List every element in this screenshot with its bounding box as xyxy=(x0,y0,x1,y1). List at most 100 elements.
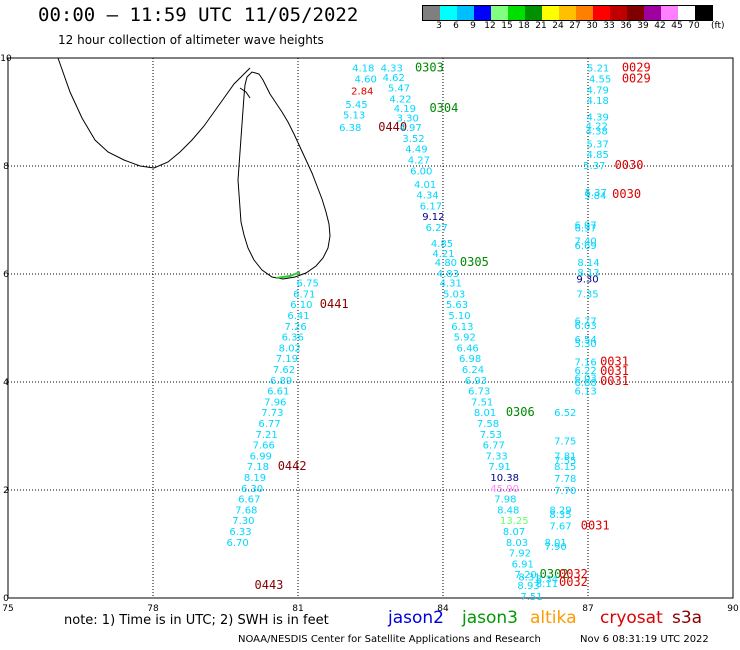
wave-height-label: 6.89 xyxy=(270,376,292,387)
y-tick-label: 10 xyxy=(0,54,12,64)
wave-height-label: 7.92 xyxy=(509,549,531,560)
sri-lanka-coastline xyxy=(57,57,331,280)
wave-height-label: 6.03 xyxy=(574,374,596,385)
wave-height-label: 6.13 xyxy=(574,387,596,398)
wave-height-label: 4.49 xyxy=(405,145,427,156)
wave-height-label: 4.01 xyxy=(414,180,436,191)
wave-height-label: 4.85 xyxy=(431,239,453,250)
pass-time-label: 0030 xyxy=(612,187,641,201)
scale-label: 27 xyxy=(569,21,581,31)
wave-height-label: 7.55 xyxy=(554,456,576,467)
wave-height-label: 6.24 xyxy=(462,365,484,376)
wave-height-label: 4.31 xyxy=(440,279,462,290)
pass-time-label: 0443 xyxy=(255,578,284,592)
scale-swatch xyxy=(474,6,491,20)
wave-height-label: 7.53 xyxy=(480,430,502,441)
wave-height-label: 6.10 xyxy=(290,300,312,311)
wave-height-label: 7.78 xyxy=(554,474,576,485)
y-tick-label: 8 xyxy=(3,162,9,172)
wave-height-label: 8.35 xyxy=(549,510,571,521)
wave-height-label: 6.38 xyxy=(339,123,361,134)
wave-height-label: 6.75 xyxy=(297,279,319,290)
y-axis-ticks: 10 8 6 4 2 0 xyxy=(0,54,12,604)
palk-strait-islands xyxy=(239,87,251,99)
scale-swatch xyxy=(610,6,627,20)
wave-height-label: 6.71 xyxy=(293,289,315,300)
wave-height-label: 6.97 xyxy=(574,224,596,235)
x-tick-label: 75 xyxy=(2,604,13,614)
wave-height-label: 5.63 xyxy=(446,300,468,311)
pass-time-label: 0032 xyxy=(559,575,588,589)
wave-height-label: 7.30 xyxy=(232,516,254,527)
map-frame xyxy=(7,57,734,599)
wave-height-label: 4.83 xyxy=(437,269,459,280)
pass-time-label: 0441 xyxy=(320,297,349,311)
wave-height-label: 6.30 xyxy=(241,484,263,495)
scale-swatch xyxy=(457,6,474,20)
scale-swatch xyxy=(695,6,712,20)
wave-height-label: 4.55 xyxy=(589,75,611,86)
wave-height-label: 4.80 xyxy=(435,258,457,269)
wave-height-label: 6.99 xyxy=(250,451,272,462)
pass-time-label: 0305 xyxy=(460,255,489,269)
wave-height-label: 6.36 xyxy=(282,333,304,344)
scale-label: 30 xyxy=(586,21,598,31)
wave-height-label: 8.03 xyxy=(506,538,528,549)
wave-height-label: 7.19 xyxy=(276,354,298,365)
timestamp-text: Nov 6 08:31:19 UTC 2022 xyxy=(580,634,709,645)
wave-height-label: 4.22 xyxy=(389,95,411,106)
wave-height-label: 6.27 xyxy=(426,223,448,234)
wave-height-label: 6.67 xyxy=(238,495,260,506)
wave-height-label: 8.34 xyxy=(536,575,558,586)
wave-height-label: 8.31 xyxy=(518,572,540,583)
wave-height-label: 7.21 xyxy=(255,430,277,441)
scale-label: 15 xyxy=(501,21,513,31)
wave-height-labels: 4.18 4.33 0303 4.60 4.625.47 2.84 4.22 5.45 4.19… xyxy=(226,61,650,603)
wave-height-label: 10.38 xyxy=(490,473,519,484)
pass-time-label: 0302 xyxy=(540,567,569,581)
page-subtitle: 12 hour collection of altimeter wave hei… xyxy=(58,33,324,47)
wave-height-label: 4.34 xyxy=(416,191,438,202)
wave-height-label: 5.47 xyxy=(388,84,410,95)
wave-height-label: 6.03 xyxy=(574,321,596,332)
wave-height-label: 9.12 xyxy=(422,212,444,223)
wave-height-label: 7.98 xyxy=(494,495,516,506)
wave-height-label: 6.17 xyxy=(420,201,442,212)
scale-swatch xyxy=(678,6,695,20)
x-tick-label: 81 xyxy=(292,604,303,614)
wave-height-label: 7.75 xyxy=(554,436,576,447)
pass-time-label: 0032 xyxy=(559,567,588,581)
wave-height-label: 6.77 xyxy=(574,316,596,327)
x-tick-label: 84 xyxy=(437,604,449,614)
wave-height-label: 4.22 xyxy=(586,122,608,133)
pass-time-label: 0029 xyxy=(622,61,651,75)
y-tick-label: 4 xyxy=(3,378,9,388)
scale-swatch xyxy=(593,6,610,20)
wave-height-label: 5.10 xyxy=(448,311,470,322)
scale-label: 33 xyxy=(603,21,615,31)
scale-swatch xyxy=(576,6,593,20)
wave-height-label: 4.79 xyxy=(587,85,609,96)
pass-time-label: 0306 xyxy=(506,405,535,419)
scale-label: 36 xyxy=(620,21,632,31)
wave-height-label: 6.77 xyxy=(483,441,505,452)
wave-height-label: 4.27 xyxy=(408,156,430,167)
x-tick-label: 87 xyxy=(582,604,593,614)
scale-swatch xyxy=(661,6,678,20)
india-coastline xyxy=(57,57,251,169)
wave-height-label: 7.58 xyxy=(477,419,499,430)
wave-height-label: 8.13 xyxy=(577,268,599,279)
wave-height-label: 6.54 xyxy=(574,335,596,346)
wave-height-label: 6.70 xyxy=(226,538,248,549)
wave-height-label: 8.14 xyxy=(577,258,599,269)
pass-time-label: 0440 xyxy=(378,120,407,134)
wave-height-label: 7.51 xyxy=(520,592,542,603)
wave-height-label: 7.96 xyxy=(264,397,286,408)
y-tick-label: 2 xyxy=(3,486,9,496)
page-title: 00:00 – 11:59 UTC 11/05/2022 xyxy=(38,4,359,26)
wave-height-label: 13.25 xyxy=(500,516,529,527)
wave-height-label: 5.37 xyxy=(583,161,605,172)
wave-height-label: 4.85 xyxy=(587,150,609,161)
wave-height-label: 8.48 xyxy=(497,505,519,516)
scale-swatch xyxy=(542,6,559,20)
